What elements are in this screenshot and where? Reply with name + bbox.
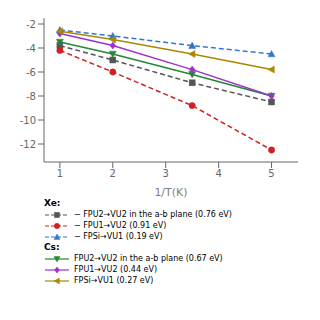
html-text:FPU1→VU2 (0.44 eV): FPU1→VU2 (0.44 eV) <box>74 265 157 274</box>
html-text:− FPU1→VU2 (0.91 eV): − FPU1→VU2 (0.91 eV) <box>74 221 167 230</box>
html-text:Cs:: Cs: <box>44 242 60 252</box>
html-text:Xe:: Xe: <box>44 198 61 208</box>
html-text:− FPU2→VU2 in the a-b plane (0: − FPU2→VU2 in the a-b plane (0.76 eV) <box>74 210 232 219</box>
svg-text:-10: -10 <box>20 115 36 126</box>
svg-text:4: 4 <box>215 168 221 179</box>
svg-text:5: 5 <box>268 168 274 179</box>
html-text:FPSi→VU1 (0.27 eV): FPSi→VU1 (0.27 eV) <box>74 276 154 285</box>
svg-text:-2: -2 <box>26 19 36 30</box>
svg-text:2: 2 <box>110 168 116 179</box>
svg-text:1/T(K): 1/T(K) <box>154 186 187 198</box>
svg-text:-8: -8 <box>26 91 36 102</box>
svg-text:-6: -6 <box>26 67 36 78</box>
svg-text:-12: -12 <box>20 139 36 150</box>
svg-text:3: 3 <box>163 168 169 179</box>
svg-text:1: 1 <box>57 168 63 179</box>
html-text:FPU2→VU2 in the a-b plane (0.6: FPU2→VU2 in the a-b plane (0.67 eV) <box>74 254 223 263</box>
html-text:− FPSi→VU1 (0.19 eV): − FPSi→VU1 (0.19 eV) <box>74 232 163 241</box>
svg-text:-4: -4 <box>26 43 36 54</box>
